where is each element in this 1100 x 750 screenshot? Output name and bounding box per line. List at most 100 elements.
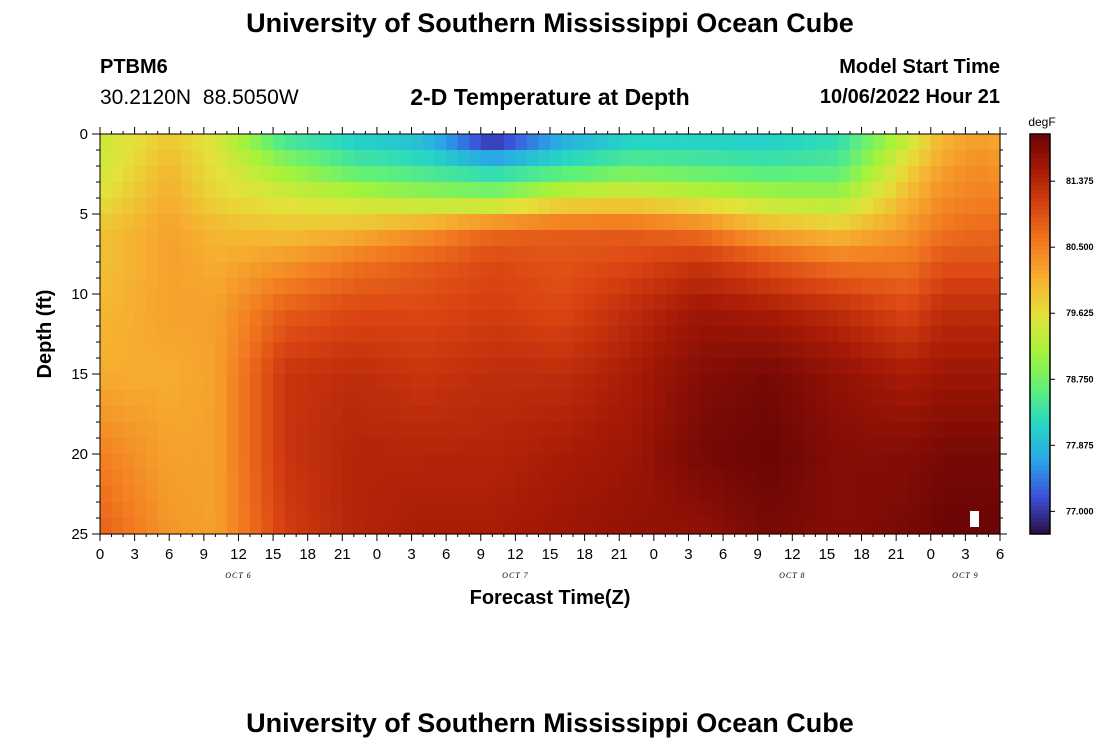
heatmap-cell xyxy=(492,150,505,167)
heatmap-cell xyxy=(780,198,793,215)
heatmap-cell xyxy=(596,438,609,455)
heatmap-cell xyxy=(342,358,355,375)
heatmap-cell xyxy=(146,262,159,279)
heatmap-cell xyxy=(861,150,874,167)
heatmap-cell xyxy=(653,166,666,183)
heatmap-cell xyxy=(411,438,424,455)
heatmap-cell xyxy=(238,294,251,311)
heatmap-cell xyxy=(111,214,124,231)
heatmap-cell xyxy=(376,470,390,487)
heatmap-cell xyxy=(423,246,436,263)
heatmap-cell xyxy=(226,326,240,343)
heatmap-cell xyxy=(284,182,297,199)
heatmap-cell xyxy=(907,246,920,263)
heatmap-cell xyxy=(307,246,320,263)
heatmap-cell xyxy=(273,246,286,263)
heatmap-cell xyxy=(434,390,447,407)
colorbar-segment xyxy=(1030,446,1050,451)
heatmap-cell xyxy=(561,326,574,343)
heatmap-cell xyxy=(965,214,978,231)
heatmap-cell xyxy=(469,294,482,311)
heatmap-cell xyxy=(919,214,932,231)
heatmap-cell xyxy=(307,262,320,279)
heatmap-cell xyxy=(192,278,205,295)
heatmap-cell xyxy=(965,422,978,439)
heatmap-cell xyxy=(907,294,920,311)
heatmap-cell xyxy=(515,310,528,327)
heatmap-cell xyxy=(746,518,759,535)
heatmap-cell xyxy=(676,150,690,167)
heatmap-cell xyxy=(480,214,493,231)
heatmap-cell xyxy=(584,294,597,311)
heatmap-cell xyxy=(953,486,966,503)
colorbar-label: 79.625 xyxy=(1066,308,1094,318)
heatmap-cell xyxy=(100,326,113,343)
heatmap-cell xyxy=(896,198,909,215)
heatmap-cell xyxy=(203,358,216,375)
colorbar-segment xyxy=(1030,270,1050,275)
heatmap-cell xyxy=(688,438,701,455)
heatmap-cell xyxy=(665,166,678,183)
heatmap-cell xyxy=(873,326,886,343)
heatmap-cell xyxy=(723,134,736,151)
heatmap-cell xyxy=(111,342,124,359)
heatmap-cell xyxy=(769,518,782,535)
heatmap-cell xyxy=(457,326,470,343)
heatmap-cell xyxy=(792,278,805,295)
heatmap-cell xyxy=(688,150,701,167)
heatmap-cell xyxy=(988,470,1001,487)
heatmap-cell xyxy=(988,294,1001,311)
heatmap-cell xyxy=(884,326,897,343)
heatmap-cell xyxy=(630,374,643,391)
heatmap-cell xyxy=(884,134,897,151)
heatmap-cell xyxy=(434,438,447,455)
heatmap-cell xyxy=(353,166,366,183)
heatmap-cell xyxy=(607,502,620,519)
heatmap-cell xyxy=(700,246,713,263)
heatmap-cell xyxy=(215,182,228,199)
heatmap-cell xyxy=(780,422,793,439)
heatmap-cell xyxy=(803,310,816,327)
heatmap-cell xyxy=(861,246,874,263)
heatmap-cell xyxy=(146,422,159,439)
heatmap-cell xyxy=(538,198,551,215)
heatmap-cell xyxy=(826,214,840,231)
x-tick-label: 18 xyxy=(576,546,593,563)
heatmap-cell xyxy=(111,470,124,487)
heatmap-cell xyxy=(238,374,251,391)
heatmap-cell xyxy=(446,470,459,487)
heatmap-cell xyxy=(134,406,147,423)
heatmap-cell xyxy=(919,166,932,183)
heatmap-cell xyxy=(988,182,1001,199)
heatmap-cell xyxy=(434,470,447,487)
heatmap-cell xyxy=(642,374,655,391)
heatmap-cell xyxy=(146,166,159,183)
heatmap-cell xyxy=(203,374,216,391)
heatmap-cell xyxy=(411,166,424,183)
heatmap-cell xyxy=(250,342,263,359)
heatmap-cell xyxy=(492,390,505,407)
heatmap-cell xyxy=(953,182,966,199)
heatmap-cell xyxy=(630,198,643,215)
heatmap-cell xyxy=(284,422,297,439)
heatmap-cell xyxy=(757,486,770,503)
heatmap-cell xyxy=(734,390,747,407)
heatmap-cell xyxy=(123,374,136,391)
heatmap-cell xyxy=(584,406,597,423)
heatmap-cell xyxy=(446,198,459,215)
heatmap-cell xyxy=(642,486,655,503)
heatmap-cell xyxy=(976,134,990,151)
heatmap-cell xyxy=(723,262,736,279)
heatmap-cell xyxy=(965,390,978,407)
heatmap-cell xyxy=(307,198,320,215)
heatmap-cell xyxy=(284,342,297,359)
heatmap-cell xyxy=(169,278,182,295)
heatmap-cell xyxy=(273,214,286,231)
heatmap-cell xyxy=(353,310,366,327)
heatmap-cell xyxy=(630,486,643,503)
heatmap-cell xyxy=(642,214,655,231)
heatmap-cell xyxy=(307,134,320,151)
heatmap-cell xyxy=(803,342,816,359)
heatmap-cell xyxy=(711,454,724,471)
colorbar-label: 81.375 xyxy=(1066,176,1094,186)
